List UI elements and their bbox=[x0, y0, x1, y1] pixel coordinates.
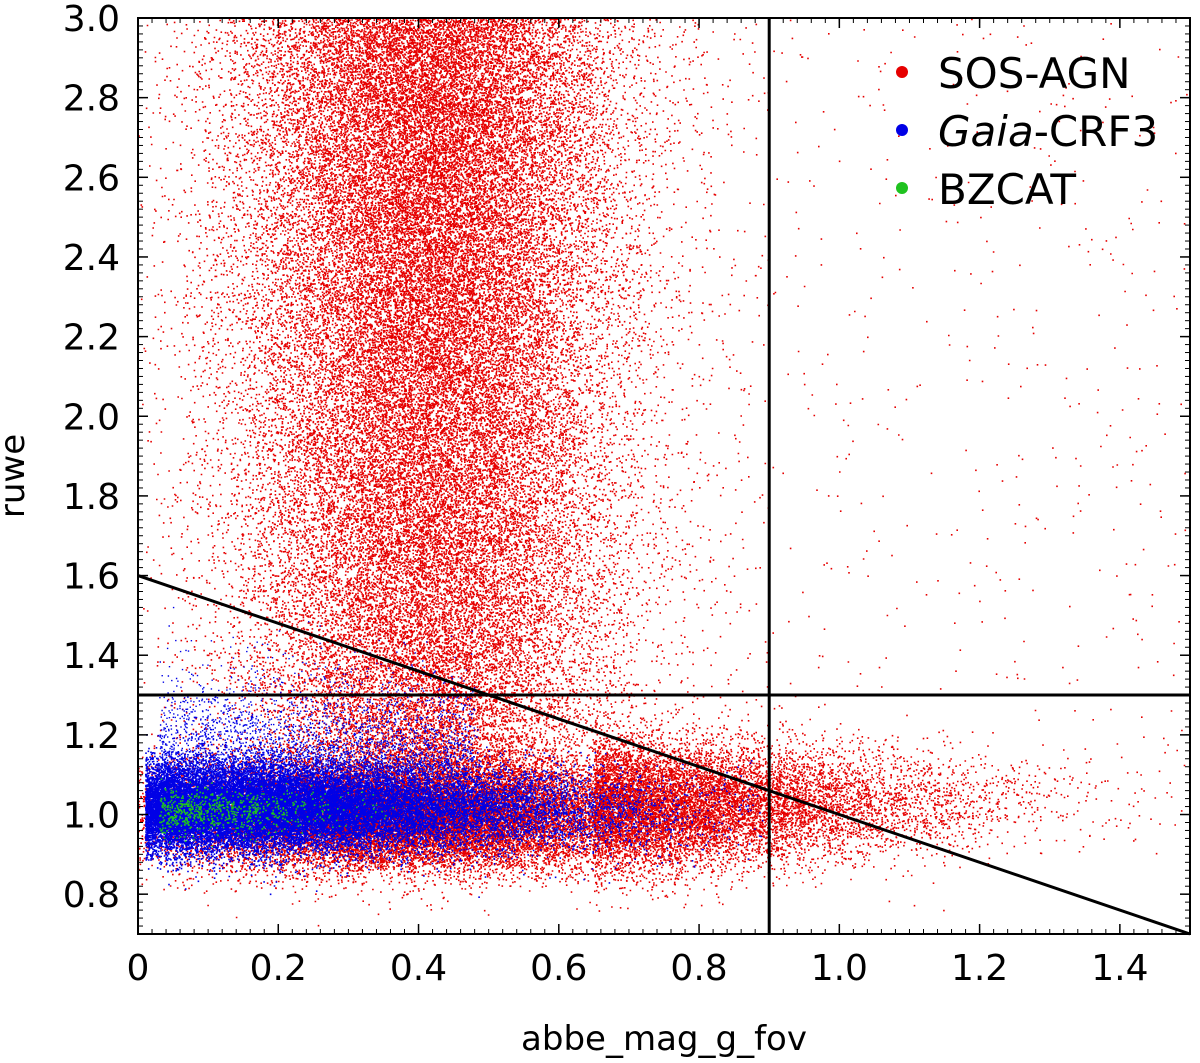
y-tick-label: 1.4 bbox=[63, 636, 120, 677]
y-tick-label: 0.8 bbox=[63, 875, 120, 916]
axis-ticks: 0 0.2 0.4 0.6 0.8 1.0 1.2 1.4 0.8 1.0 1.2 1.4 1.6 1.8… bbox=[63, 0, 1191, 989]
legend: SOS-AGN Gaia-CRF3 BZCAT bbox=[896, 49, 1158, 214]
gaia-crf3-points bbox=[145, 722, 764, 898]
x-tick-label: 0.4 bbox=[390, 948, 447, 989]
sos-agn-column-points bbox=[138, 18, 839, 872]
y-tick-label: 2.6 bbox=[63, 158, 120, 199]
x-axis-label: abbe_mag_g_fov bbox=[521, 1019, 807, 1059]
legend-label-rest: -CRF3 bbox=[1034, 107, 1159, 156]
x-tick-label: 0 bbox=[127, 948, 150, 989]
y-tick-label: 2.0 bbox=[63, 397, 120, 438]
x-tick-label: 1.2 bbox=[951, 948, 1008, 989]
y-tick-label: 1.0 bbox=[63, 796, 120, 837]
legend-label: Gaia-CRF3 bbox=[938, 107, 1158, 156]
x-tick-label: 0.8 bbox=[670, 948, 727, 989]
legend-label: SOS-AGN bbox=[938, 49, 1131, 98]
legend-marker-sos-agn bbox=[896, 66, 908, 78]
legend-marker-bzcat bbox=[896, 182, 908, 194]
y-tick-label: 1.2 bbox=[63, 716, 120, 757]
reference-lines bbox=[137, 18, 1191, 936]
x-tick-label: 1.0 bbox=[811, 948, 868, 989]
plot-frame bbox=[137, 17, 1191, 935]
y-tick-label: 1.8 bbox=[63, 477, 120, 518]
legend-label: BZCAT bbox=[938, 165, 1076, 214]
x-tick-label: 0.2 bbox=[250, 948, 307, 989]
x-tick-label: 1.4 bbox=[1091, 948, 1148, 989]
sos-agn-tail-points bbox=[593, 690, 1178, 912]
legend-marker-gaia-crf3 bbox=[896, 124, 908, 136]
gaia-crf3-upper-points bbox=[159, 606, 476, 777]
x-tick-label: 0.6 bbox=[530, 948, 587, 989]
y-tick-label: 2.2 bbox=[63, 318, 120, 359]
y-tick-label: 2.8 bbox=[63, 79, 120, 120]
diagonal-cut-line bbox=[137, 574, 1191, 936]
points-layer bbox=[138, 18, 1191, 927]
y-tick-label: 2.4 bbox=[63, 238, 120, 279]
y-axis-label: ruwe bbox=[0, 434, 33, 518]
y-tick-label: 1.6 bbox=[63, 557, 120, 598]
legend-label-italic: Gaia bbox=[938, 107, 1034, 156]
y-tick-label: 3.0 bbox=[63, 0, 120, 40]
